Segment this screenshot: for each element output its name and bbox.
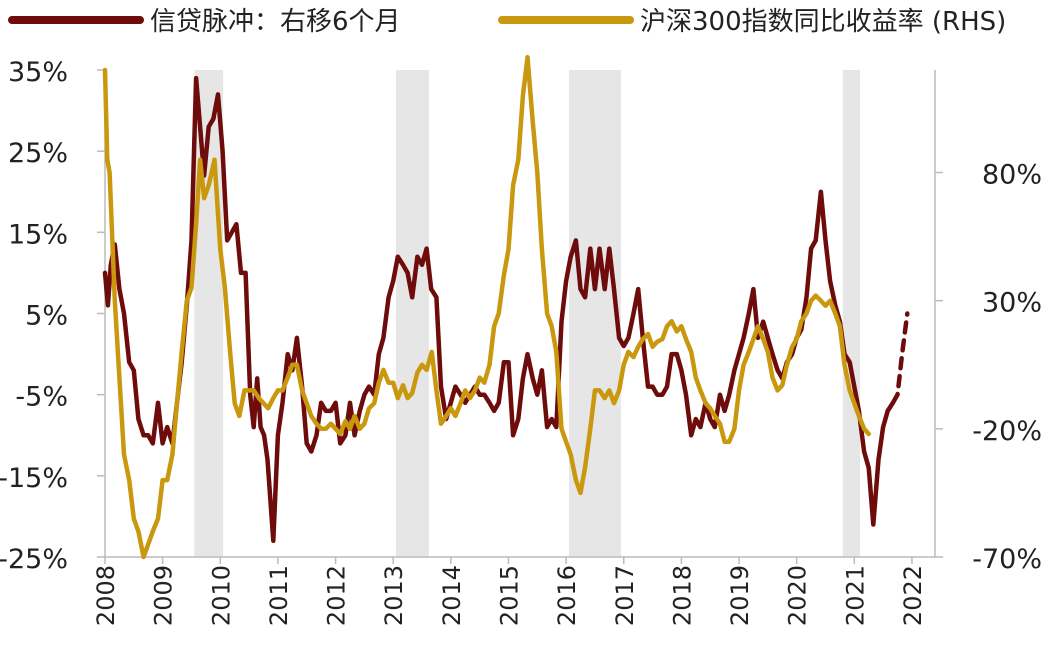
left-tick-label: 5% [25, 301, 68, 332]
left-tick-label: 35% [8, 57, 68, 88]
x-tick-label: 2022 [899, 565, 927, 626]
x-tick-label: 2015 [495, 565, 523, 626]
x-tick-labels: 2008 2009 2010 2011 2012 2013 2014 2015 2016 2017… [92, 557, 927, 626]
x-tick-label: 2021 [841, 565, 869, 626]
shaded-period-4 [842, 70, 861, 557]
legend-label-1: 信贷脉冲：右移6个月 [150, 7, 401, 37]
right-tick-label: 80% [982, 160, 1042, 191]
series-line-3 [102, 54, 871, 560]
x-tick-label: 2010 [207, 565, 235, 626]
left-tick-label: -25% [0, 544, 68, 575]
left-tick-label: 15% [8, 219, 68, 250]
x-tick-label: 2014 [438, 565, 466, 626]
x-tick-label: 2011 [265, 565, 293, 626]
right-tick-label: -70% [972, 544, 1042, 575]
x-tick-label: 2020 [784, 565, 812, 626]
x-tick-label: 2019 [726, 565, 754, 626]
x-tick-label: 2017 [611, 565, 639, 626]
legend: 信贷脉冲：右移6个月 沪深300指数同比收益率 (RHS) [8, 7, 1006, 37]
legend-label-2: 沪深300指数同比收益率 (RHS) [640, 7, 1006, 37]
series-lines [102, 54, 910, 560]
series-line-1 [102, 75, 896, 544]
right-tick-label: -20% [972, 416, 1042, 447]
left-tick-labels: 35% 25% 15% 5% -5% -15% -25% [0, 57, 105, 575]
left-tick-label: 25% [8, 138, 68, 169]
x-tick-label: 2018 [668, 565, 696, 626]
x-tick-label: 2009 [150, 565, 178, 626]
shaded-period-3 [568, 70, 621, 557]
left-tick-label: -15% [0, 463, 68, 494]
shaded-period-1 [194, 70, 224, 557]
series-line-2 [890, 311, 910, 406]
x-tick-label: 2012 [323, 565, 351, 626]
right-tick-label: 30% [982, 288, 1042, 319]
right-tick-labels: 80% 30% -20% -70% [935, 160, 1042, 575]
shaded-period-2 [396, 70, 429, 557]
x-tick-label: 2016 [553, 565, 581, 626]
shaded-periods [194, 70, 861, 557]
x-tick-label: 2008 [92, 565, 120, 626]
left-tick-label: -5% [15, 382, 68, 413]
x-tick-label: 2013 [380, 565, 408, 626]
